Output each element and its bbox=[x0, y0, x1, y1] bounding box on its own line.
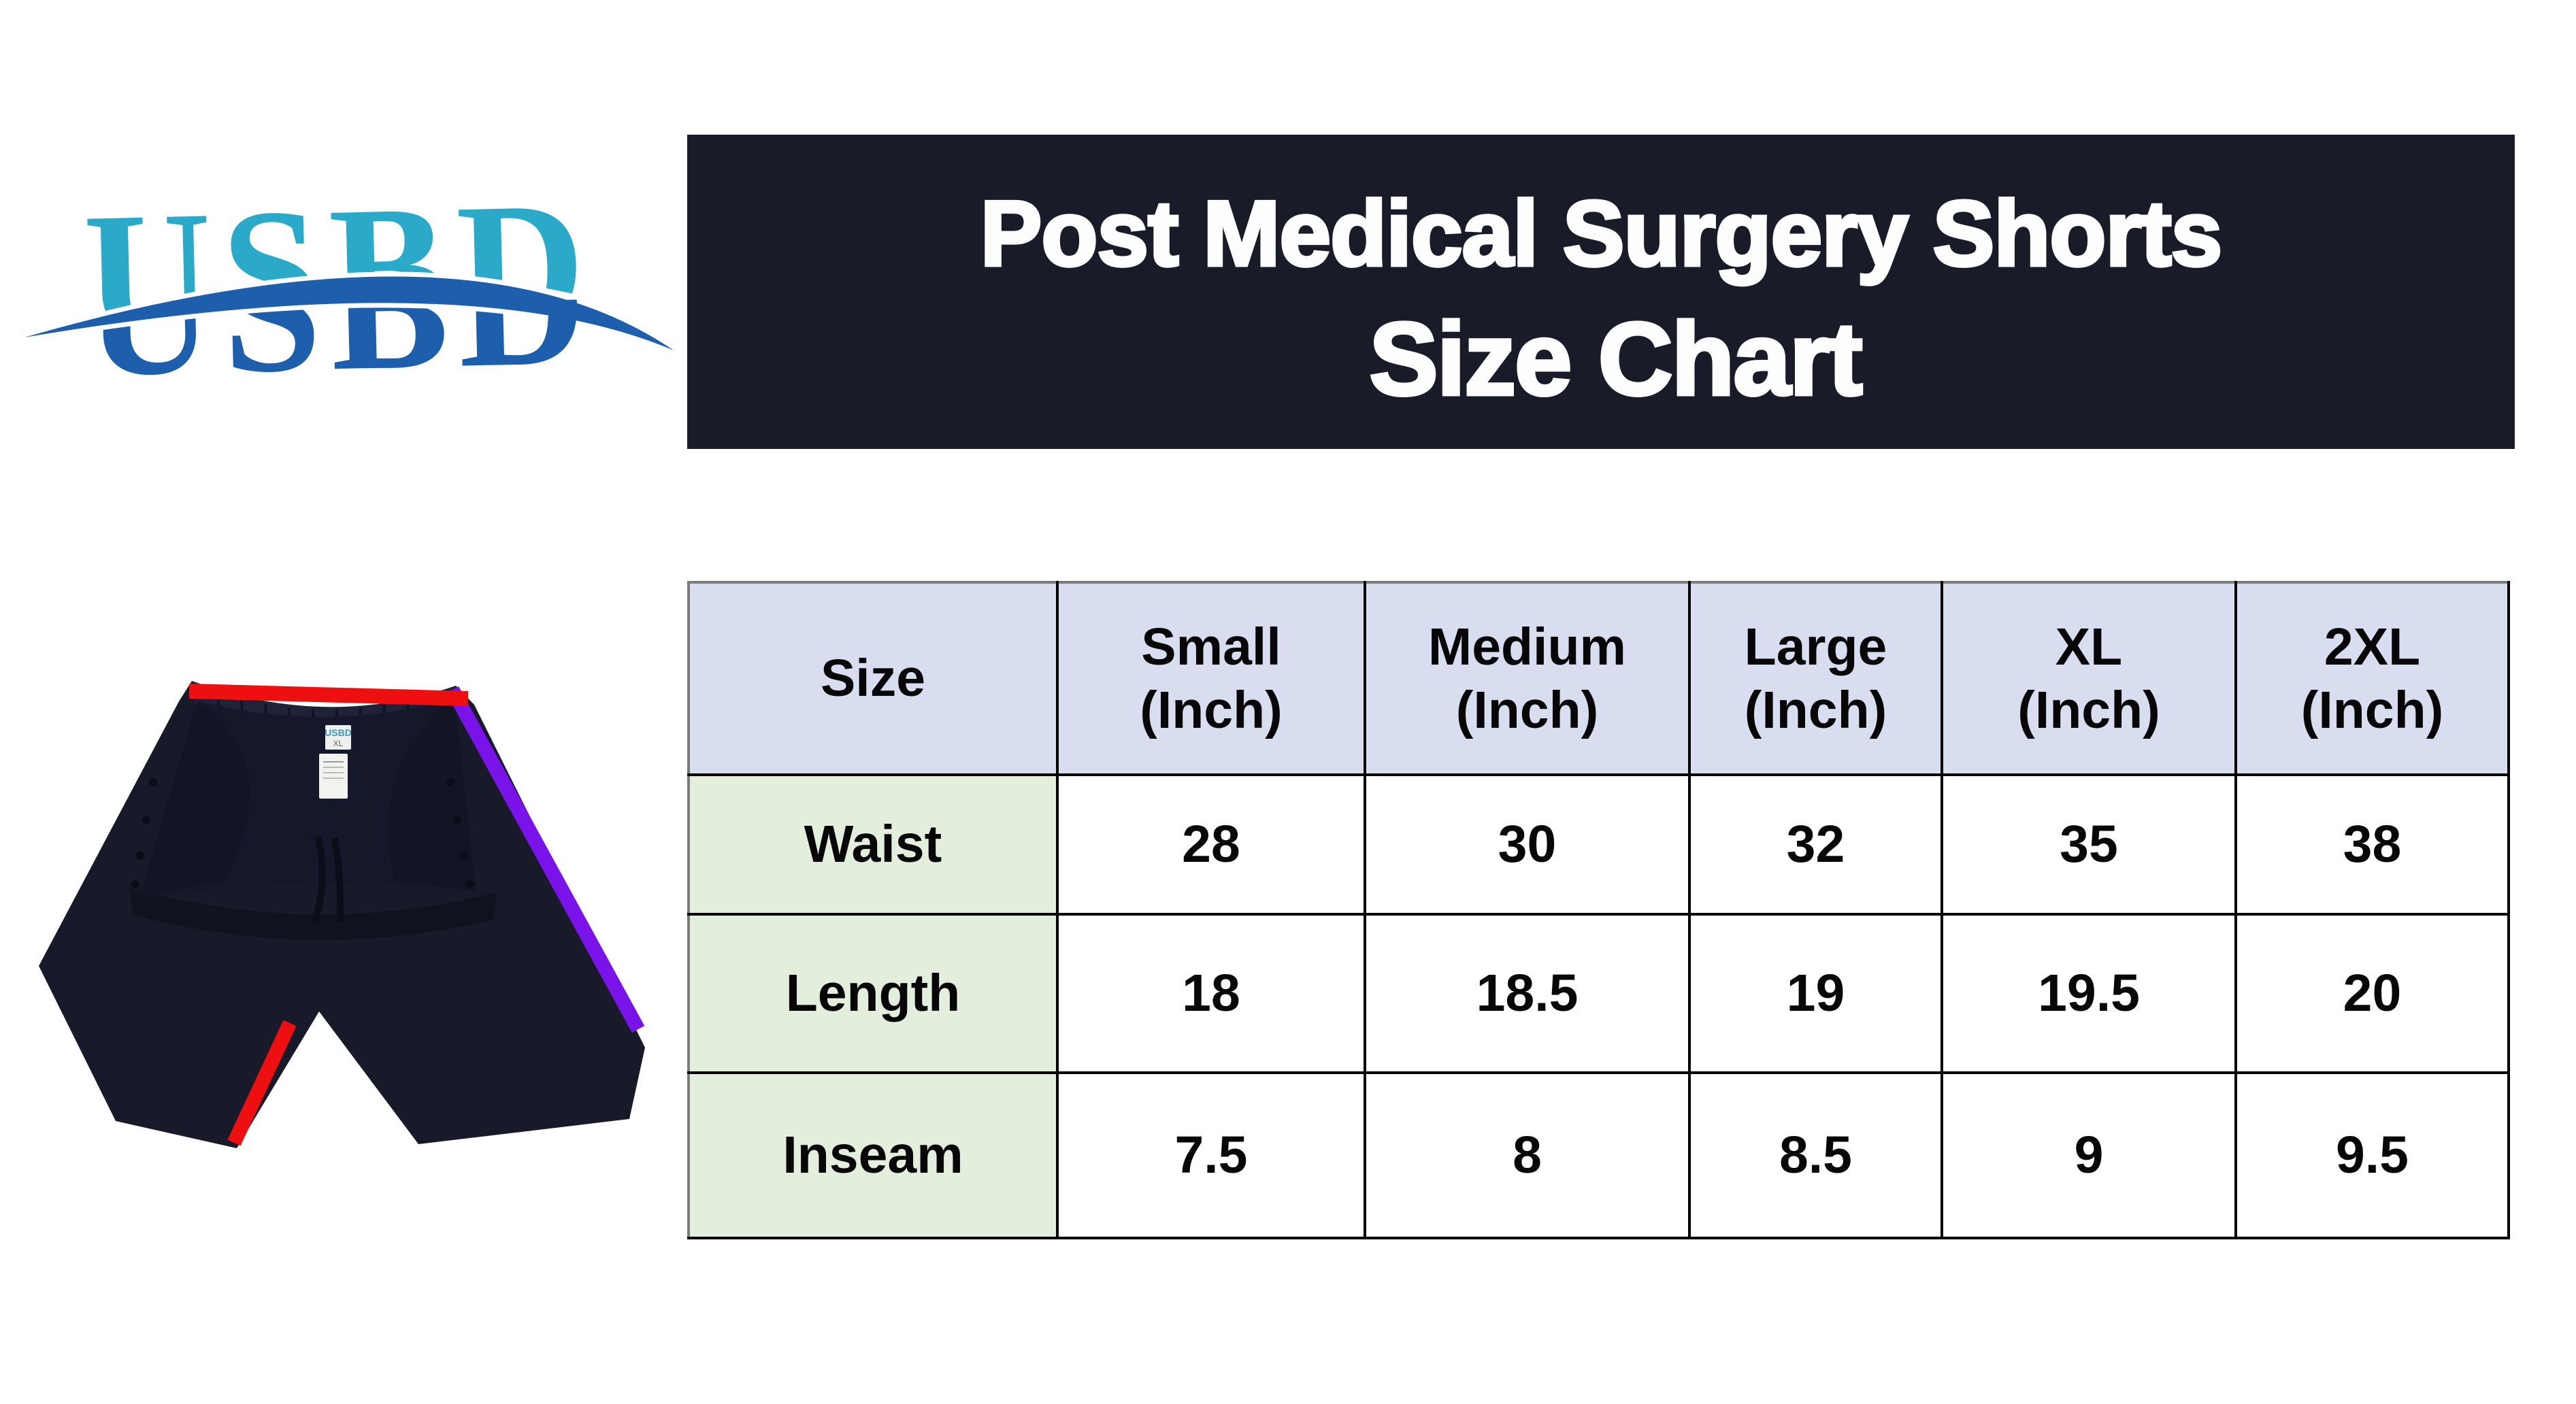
svg-text:USBD: USBD bbox=[325, 727, 352, 738]
svg-text:XL: XL bbox=[333, 739, 344, 748]
svg-text:USBD: USBD bbox=[83, 205, 597, 414]
